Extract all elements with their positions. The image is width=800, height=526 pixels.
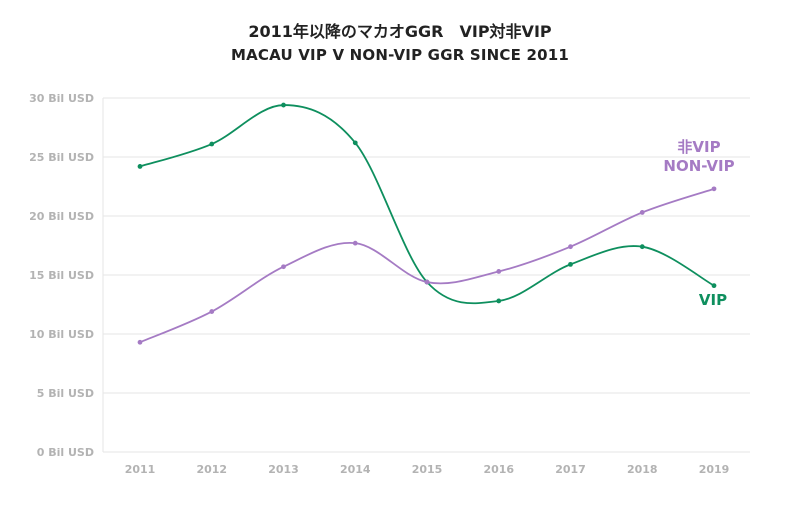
data-point-nonvip-2012 bbox=[209, 309, 214, 314]
y-tick-label: 10 Bil USD bbox=[29, 328, 94, 341]
data-point-vip-2019 bbox=[712, 283, 717, 288]
data-point-vip-2014 bbox=[353, 140, 358, 145]
line-chart: 0 Bil USD 5 Bil USD 10 Bil USD 15 Bil USD 20… bbox=[0, 0, 800, 526]
data-point-nonvip-2018 bbox=[640, 210, 645, 215]
data-point-vip-2011 bbox=[138, 164, 143, 169]
data-point-vip-2018 bbox=[640, 244, 645, 249]
data-point-nonvip-2013 bbox=[281, 264, 286, 269]
data-point-vip-2013 bbox=[281, 103, 286, 108]
data-point-nonvip-2019 bbox=[712, 186, 717, 191]
x-tick-label: 2018 bbox=[627, 463, 658, 476]
y-tick-label: 0 Bil USD bbox=[37, 446, 94, 459]
data-point-nonvip-2017 bbox=[568, 244, 573, 249]
x-tick-label: 2013 bbox=[268, 463, 299, 476]
series-line-vip bbox=[140, 105, 714, 303]
y-tick-label: 30 Bil USD bbox=[29, 92, 94, 105]
x-tick-label: 2012 bbox=[196, 463, 227, 476]
series-line-nonvip bbox=[140, 189, 714, 342]
x-tick-label: 2016 bbox=[483, 463, 514, 476]
series-label-vip: VIP bbox=[699, 291, 727, 309]
data-point-nonvip-2011 bbox=[138, 340, 143, 345]
x-tick-label: 2017 bbox=[555, 463, 586, 476]
y-tick-label: 20 Bil USD bbox=[29, 210, 94, 223]
data-point-nonvip-2015 bbox=[425, 280, 430, 285]
y-tick-label: 15 Bil USD bbox=[29, 269, 94, 282]
data-point-nonvip-2016 bbox=[496, 269, 501, 274]
x-tick-label: 2011 bbox=[125, 463, 156, 476]
y-tick-label: 5 Bil USD bbox=[37, 387, 94, 400]
data-point-nonvip-2014 bbox=[353, 241, 358, 246]
x-tick-label: 2015 bbox=[412, 463, 443, 476]
x-tick-label: 2014 bbox=[340, 463, 371, 476]
data-point-vip-2017 bbox=[568, 262, 573, 267]
series-label-nonvip: 非VIP bbox=[677, 138, 720, 156]
data-point-vip-2012 bbox=[209, 142, 214, 147]
y-tick-label: 25 Bil USD bbox=[29, 151, 94, 164]
x-tick-label: 2019 bbox=[699, 463, 730, 476]
data-point-vip-2016 bbox=[496, 299, 501, 304]
series-label-nonvip: NON-VIP bbox=[663, 157, 734, 175]
